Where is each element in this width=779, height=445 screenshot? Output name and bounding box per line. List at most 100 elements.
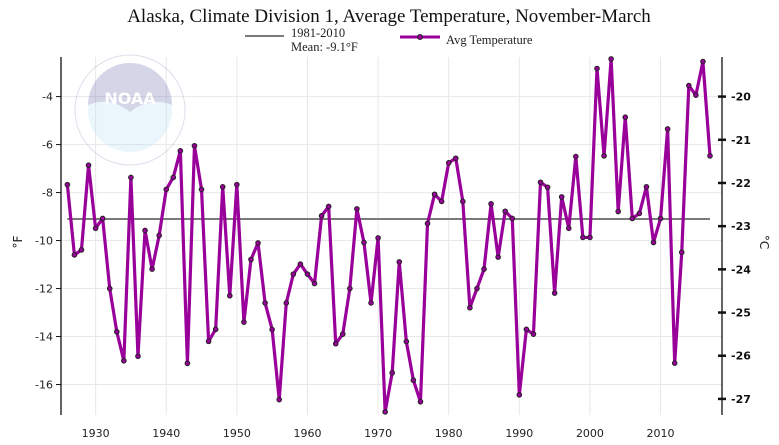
data-point: [424, 220, 431, 227]
x-tick-label: 1930: [82, 427, 110, 440]
data-point: [85, 162, 92, 169]
data-point: [297, 261, 304, 267]
y-tick-label: -14: [35, 331, 53, 344]
legend-mean-label-1: 1981-2010: [291, 26, 345, 40]
legend-mean-label-2: Mean: -9.1°F: [291, 40, 358, 54]
data-point: [128, 174, 134, 181]
data-point: [438, 198, 445, 205]
data-point: [205, 338, 212, 345]
data-point: [573, 153, 579, 160]
data-point: [664, 126, 671, 132]
data-point: [198, 186, 205, 193]
data-point: [212, 326, 219, 333]
data-point: [417, 399, 424, 405]
data-points: [64, 56, 713, 415]
data-point: [410, 377, 417, 384]
y-right-tick-label: -23: [731, 220, 751, 233]
data-point: [382, 409, 388, 415]
data-point: [467, 304, 473, 311]
x-tick-label: 1980: [435, 427, 463, 440]
data-point: [290, 271, 297, 277]
data-point: [92, 225, 99, 232]
y-tick-label: -8: [42, 187, 53, 200]
data-point: [431, 191, 438, 198]
data-point: [671, 360, 678, 366]
data-point: [686, 82, 692, 89]
data-point: [135, 353, 141, 360]
y-right-tick-label: -27: [731, 393, 751, 406]
data-point: [375, 235, 381, 241]
data-point: [537, 179, 544, 186]
data-point: [354, 206, 360, 212]
data-point: [241, 319, 247, 325]
y-tick-label: -4: [42, 91, 53, 104]
x-tick-label: 1970: [364, 427, 392, 440]
data-point: [170, 174, 177, 181]
data-point: [452, 155, 459, 162]
data-point: [678, 249, 685, 256]
data-point: [474, 285, 480, 292]
x-tick-label: 1950: [223, 427, 251, 440]
data-point: [622, 114, 629, 121]
data-point: [71, 252, 78, 258]
data-point: [558, 194, 565, 200]
data-point: [113, 328, 120, 335]
data-point: [565, 225, 572, 232]
y-right-tick-label: -20: [731, 91, 751, 104]
data-point: [269, 326, 275, 333]
data-point: [580, 234, 586, 241]
y-axis-label-right: °C: [757, 235, 771, 249]
chart-title: Alaska, Climate Division 1, Average Temp…: [127, 6, 651, 27]
data-point: [643, 184, 650, 190]
legend-series-marker: [417, 34, 423, 40]
data-point: [693, 92, 699, 98]
data-point: [509, 215, 516, 222]
data-point: [255, 240, 261, 246]
data-point: [339, 331, 346, 337]
y-right-tick-label: -22: [731, 177, 751, 190]
data-point: [304, 271, 311, 277]
data-point: [389, 369, 396, 376]
data-point: [347, 285, 353, 292]
data-point: [608, 56, 614, 62]
series-line: [65, 57, 712, 414]
data-point: [163, 186, 170, 193]
data-point: [445, 160, 452, 166]
data-point: [516, 392, 523, 398]
data-point: [226, 292, 233, 299]
x-tick-label: 1940: [152, 427, 180, 440]
data-point: [283, 300, 290, 306]
data-point: [262, 300, 268, 306]
data-point: [587, 234, 593, 241]
legend-series-label: Avg Temperature: [446, 33, 533, 47]
x-tick-label: 2010: [647, 427, 675, 440]
data-point: [544, 184, 551, 191]
data-point: [276, 396, 283, 403]
data-point: [325, 203, 332, 210]
data-point: [177, 148, 184, 154]
data-point: [311, 280, 318, 287]
data-point: [368, 300, 374, 306]
y-tick-label: -16: [35, 379, 53, 392]
data-point: [615, 208, 621, 215]
data-point: [234, 181, 240, 188]
y-axis-label-left: °F: [11, 235, 25, 248]
data-point: [488, 201, 494, 207]
data-point: [551, 290, 558, 296]
data-point: [707, 153, 713, 159]
y-right-tick-label: -26: [731, 350, 751, 363]
data-point: [601, 153, 607, 159]
data-point: [629, 215, 636, 222]
data-point: [403, 338, 410, 345]
data-point: [106, 285, 113, 292]
data-point: [78, 247, 85, 253]
x-tick-label: 2000: [576, 427, 604, 440]
data-point: [502, 208, 508, 215]
data-point: [361, 239, 367, 246]
x-tick-label: 1990: [505, 427, 533, 440]
svg-text:NOAA: NOAA: [104, 89, 156, 108]
data-point: [495, 254, 501, 260]
data-point: [523, 326, 530, 333]
y-tick-label: -12: [35, 283, 53, 296]
data-point: [149, 266, 155, 272]
